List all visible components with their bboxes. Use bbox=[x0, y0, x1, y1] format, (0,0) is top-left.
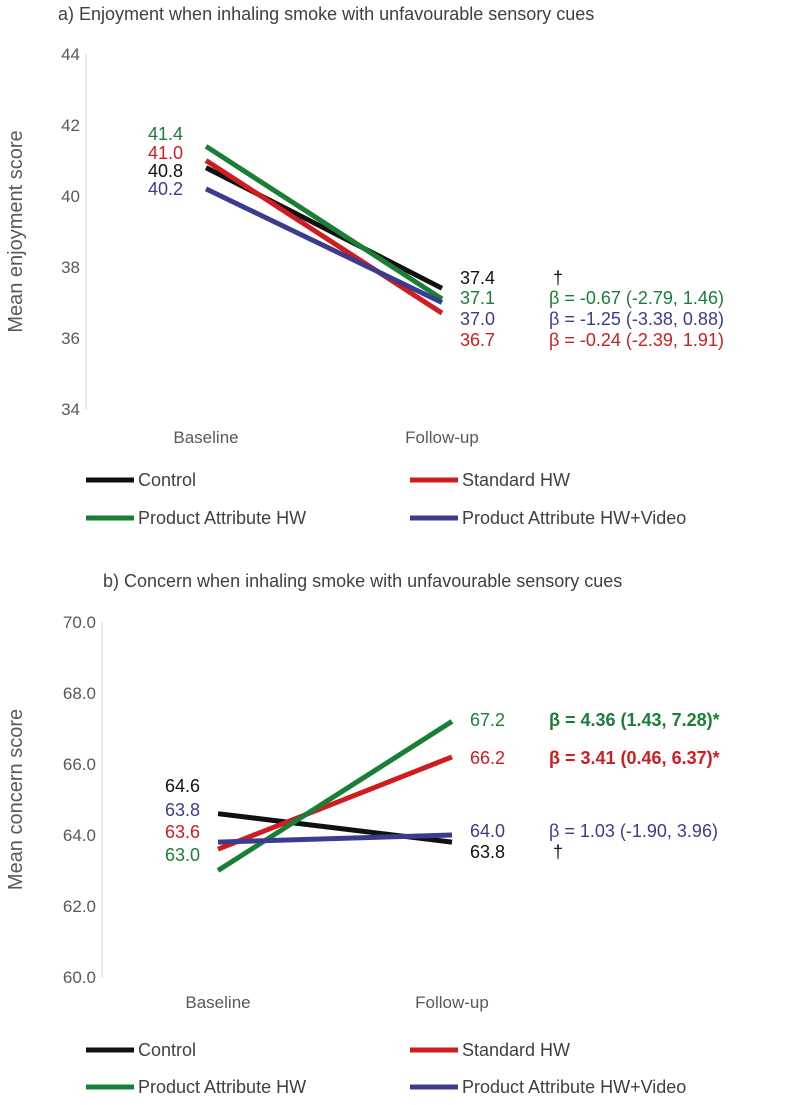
legend-label: Control bbox=[138, 470, 196, 490]
significance-dagger: † bbox=[553, 842, 563, 862]
beta-annotation: β = 4.36 (1.43, 7.28)* bbox=[549, 710, 720, 730]
series-line-product-attribute-hw-video bbox=[217, 832, 453, 845]
y-tick-label: 68.0 bbox=[63, 684, 96, 703]
beta-annotation: β = -0.67 (-2.79, 1.46) bbox=[549, 288, 724, 308]
beta-annotation: β = 3.41 (0.46, 6.37)* bbox=[549, 748, 720, 768]
series-line-standard-hw bbox=[217, 754, 453, 852]
chart-title-a: a) Enjoyment when inhaling smoke with un… bbox=[58, 4, 594, 24]
y-tick-label: 64.0 bbox=[63, 826, 96, 845]
data-label-baseline: 40.8 bbox=[148, 161, 183, 181]
chart-title-b: b) Concern when inhaling smoke with unfa… bbox=[103, 571, 622, 591]
data-label-baseline: 63.6 bbox=[165, 822, 200, 842]
data-label-followup: 67.2 bbox=[470, 710, 505, 730]
legend-label: Standard HW bbox=[462, 1040, 570, 1060]
legend-label: Standard HW bbox=[462, 470, 570, 490]
data-label-followup: 37.0 bbox=[460, 309, 495, 329]
data-label-followup: 63.8 bbox=[470, 842, 505, 862]
beta-annotation: β = -1.25 (-3.38, 0.88) bbox=[549, 309, 724, 329]
series-line-product-attribute-hw-video bbox=[204, 186, 444, 305]
x-tick-label: Baseline bbox=[173, 428, 238, 447]
legend-label: Product Attribute HW+Video bbox=[462, 508, 686, 528]
y-tick-label: 44 bbox=[61, 45, 80, 64]
y-axis-label-a: Mean enjoyment score bbox=[5, 130, 27, 332]
beta-annotation: β = -0.24 (-2.39, 1.91) bbox=[549, 330, 724, 350]
x-tick-label: Follow-up bbox=[415, 993, 489, 1012]
series-line-product-attribute-hw bbox=[204, 144, 444, 302]
beta-annotation: β = 1.03 (-1.90, 3.96) bbox=[549, 821, 718, 841]
data-label-baseline: 41.4 bbox=[148, 124, 183, 144]
data-label-baseline: 63.0 bbox=[165, 845, 200, 865]
legend-label: Product Attribute HW bbox=[138, 1077, 306, 1097]
y-tick-label: 34 bbox=[61, 400, 80, 419]
y-tick-label: 70.0 bbox=[63, 613, 96, 632]
y-tick-label: 36 bbox=[61, 329, 80, 348]
significance-dagger: † bbox=[553, 268, 563, 288]
data-label-baseline: 40.2 bbox=[148, 179, 183, 199]
x-tick-label: Follow-up bbox=[405, 428, 479, 447]
y-tick-label: 62.0 bbox=[63, 897, 96, 916]
data-label-baseline: 63.8 bbox=[165, 800, 200, 820]
y-axis-label-b: Mean concern score bbox=[5, 709, 27, 890]
legend-label: Product Attribute HW+Video bbox=[462, 1077, 686, 1097]
data-label-baseline: 64.6 bbox=[165, 776, 200, 796]
data-label-followup: 37.4 bbox=[460, 268, 495, 288]
data-label-baseline: 41.0 bbox=[148, 143, 183, 163]
y-tick-label: 60.0 bbox=[63, 968, 96, 987]
y-tick-label: 42 bbox=[61, 116, 80, 135]
y-tick-label: 66.0 bbox=[63, 755, 96, 774]
data-label-followup: 37.1 bbox=[460, 288, 495, 308]
data-label-followup: 66.2 bbox=[470, 748, 505, 768]
data-label-followup: 64.0 bbox=[470, 821, 505, 841]
legend-label: Product Attribute HW bbox=[138, 508, 306, 528]
series-line-product-attribute-hw bbox=[216, 719, 454, 873]
series-line-standard-hw bbox=[204, 158, 444, 316]
y-tick-label: 40 bbox=[61, 187, 80, 206]
y-tick-label: 38 bbox=[61, 258, 80, 277]
legend-label: Control bbox=[138, 1040, 196, 1060]
x-tick-label: Baseline bbox=[185, 993, 250, 1012]
data-label-followup: 36.7 bbox=[460, 330, 495, 350]
